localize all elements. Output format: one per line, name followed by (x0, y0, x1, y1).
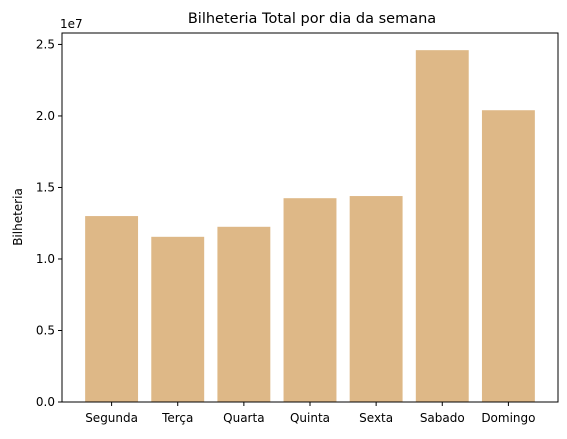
bar-sabado (415, 50, 469, 403)
bar-sexta (349, 196, 403, 402)
x-tick-label: Terça (161, 411, 193, 425)
y-ticks-group: 0.0 0.5 1.0 1.5 2.0 2.5 (36, 37, 62, 409)
y-tick-label: 0.5 (36, 323, 55, 337)
y-tick-label: 0.0 (36, 395, 55, 409)
y-axis-offset-label: 1e7 (60, 17, 83, 31)
y-tick-label: 2.5 (36, 37, 55, 51)
bar-quinta (283, 198, 337, 402)
chart-title: Bilheteria Total por dia da semana (188, 11, 436, 27)
x-tick-label: Domingo (481, 411, 535, 425)
x-tick-label: Quinta (290, 411, 330, 425)
bar-domingo (481, 110, 535, 403)
x-tick-label: Sabado (420, 411, 465, 425)
y-axis-label: Bilheteria (11, 188, 25, 246)
plot-frame (61, 32, 559, 403)
y-tick-label: 2.0 (36, 109, 55, 123)
bar-quarta (217, 226, 271, 402)
x-tick-label: Segunda (85, 411, 138, 425)
bar-segunda (85, 216, 139, 402)
bars-group (85, 50, 535, 403)
bar-terça (151, 236, 205, 402)
y-tick-label: 1.5 (36, 180, 55, 194)
x-ticks-group: Segunda Terça Quarta Quinta Sexta Sabado Domin… (85, 402, 535, 425)
x-tick-label: Sexta (359, 411, 393, 425)
x-tick-label: Quarta (223, 411, 264, 425)
y-tick-label: 1.0 (36, 252, 55, 266)
